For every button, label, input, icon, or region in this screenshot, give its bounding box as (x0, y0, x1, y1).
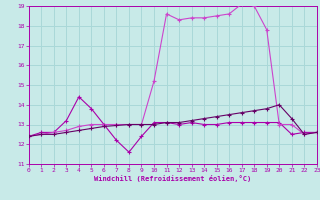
X-axis label: Windchill (Refroidissement éolien,°C): Windchill (Refroidissement éolien,°C) (94, 175, 252, 182)
